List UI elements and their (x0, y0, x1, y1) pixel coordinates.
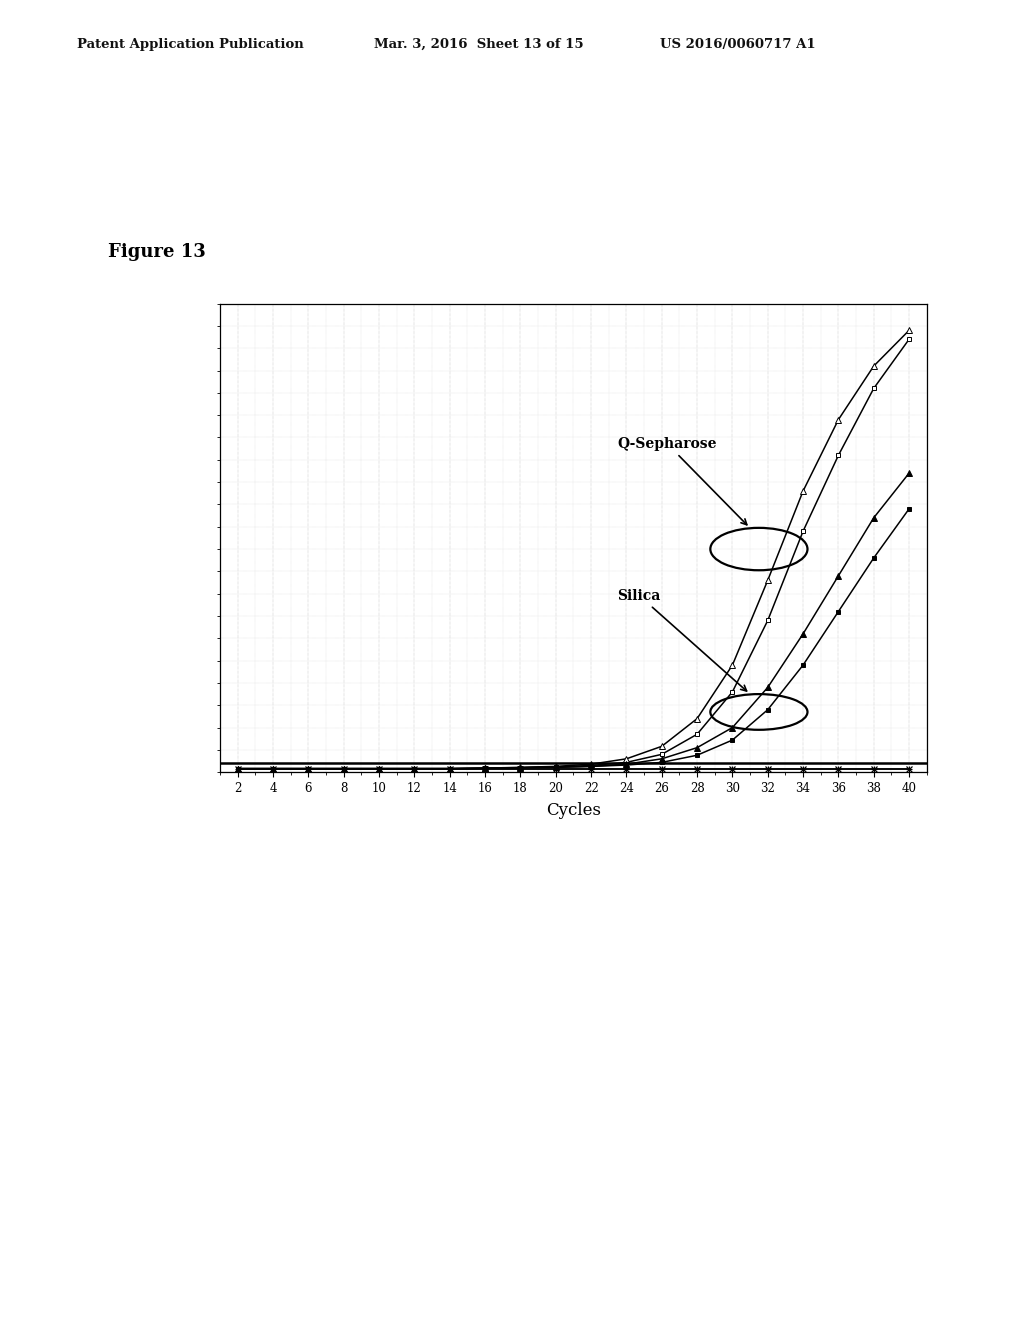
Text: Q-Sepharose: Q-Sepharose (617, 437, 746, 525)
X-axis label: Cycles: Cycles (546, 801, 601, 818)
Text: Figure 13: Figure 13 (108, 243, 205, 261)
Text: Silica: Silica (617, 589, 746, 690)
Text: Patent Application Publication: Patent Application Publication (77, 37, 303, 50)
Text: US 2016/0060717 A1: US 2016/0060717 A1 (660, 37, 816, 50)
Text: Mar. 3, 2016  Sheet 13 of 15: Mar. 3, 2016 Sheet 13 of 15 (374, 37, 584, 50)
